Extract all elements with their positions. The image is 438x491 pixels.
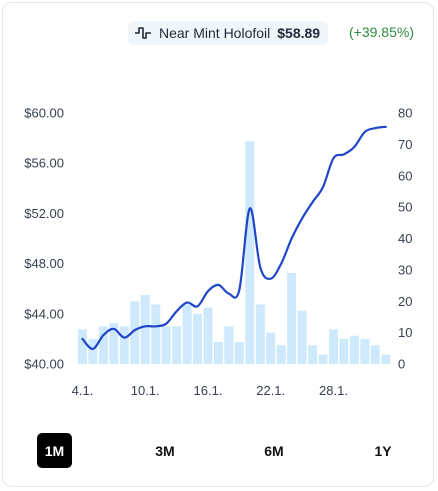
- x-tick-label: 28.1.: [319, 383, 348, 398]
- y-right-tick-label: 0: [398, 357, 405, 372]
- volume-bar: [234, 342, 244, 364]
- y-right-tick-label: 80: [398, 106, 412, 121]
- y-right-tick-label: 20: [398, 294, 412, 309]
- volume-bar: [266, 332, 276, 364]
- volume-bar: [381, 354, 391, 364]
- y-right-tick-label: 50: [398, 200, 412, 215]
- volume-bar: [130, 301, 140, 365]
- volume-bar: [276, 345, 286, 364]
- range-1y-button[interactable]: 1Y: [369, 433, 397, 468]
- volume-bar: [161, 326, 171, 364]
- volume-bar: [329, 329, 338, 364]
- range-6m-button[interactable]: 6M: [259, 433, 289, 468]
- y-left-tick-label: $60.00: [24, 106, 64, 121]
- price-line: [81, 125, 387, 350]
- volume-bar: [78, 329, 87, 364]
- x-tick-label: 16.1.: [194, 383, 223, 398]
- price-chart[interactable]: $60.00 $56.00 $52.00 $48.00 $44.00 $40.00 80 7…: [0, 95, 438, 405]
- volume-bar: [349, 335, 359, 364]
- volume-bar: [119, 326, 129, 364]
- price-change-percent: (+39.85%): [349, 24, 414, 40]
- x-tick-label: 4.1.: [72, 383, 94, 398]
- legend-item[interactable]: Near Mint Holofoil $58.89: [128, 21, 329, 45]
- y-left-tick-label: $40.00: [24, 357, 64, 372]
- volume-bar: [297, 310, 307, 364]
- y-right-tick-label: 40: [398, 231, 412, 246]
- volume-bar: [213, 342, 223, 364]
- y-axis-left: $60.00 $56.00 $52.00 $48.00 $44.00 $40.00: [24, 106, 64, 372]
- volume-bar: [109, 323, 119, 364]
- volume-bar: [245, 141, 255, 364]
- volume-bar: [203, 307, 213, 364]
- x-tick-label: 22.1.: [256, 383, 285, 398]
- volume-bar: [287, 273, 297, 364]
- range-1m-button[interactable]: 1M: [37, 433, 72, 468]
- volume-bar: [255, 304, 265, 364]
- price-history-card: [2, 2, 434, 487]
- volume-bar: [172, 326, 182, 364]
- y-right-tick-label: 70: [398, 137, 412, 152]
- y-right-tick-label: 10: [398, 325, 412, 340]
- volume-bar: [151, 304, 161, 364]
- x-axis: 4.1. 10.1. 16.1. 22.1. 28.1.: [72, 383, 348, 398]
- range-3m-button[interactable]: 3M: [150, 433, 180, 468]
- volume-bar: [370, 345, 380, 364]
- legend-price: $58.89: [277, 25, 321, 41]
- y-right-tick-label: 60: [398, 168, 412, 183]
- price-history-icon: [135, 27, 151, 39]
- volume-bar: [360, 338, 370, 364]
- x-tick-label: 10.1.: [131, 383, 160, 398]
- y-right-tick-label: 30: [398, 262, 412, 277]
- volume-bar: [98, 326, 108, 364]
- volume-bar: [182, 304, 192, 364]
- volume-bars: [78, 141, 391, 365]
- y-left-tick-label: $44.00: [24, 306, 64, 321]
- range-selector: 1M 3M 6M 1Y: [0, 433, 438, 469]
- volume-bar: [140, 295, 150, 364]
- y-left-tick-label: $48.00: [24, 256, 64, 271]
- volume-bar: [193, 313, 202, 364]
- volume-bar: [318, 354, 328, 364]
- y-left-tick-label: $56.00: [24, 156, 64, 171]
- legend-label: Near Mint Holofoil: [159, 25, 271, 41]
- volume-bar: [339, 338, 349, 364]
- volume-bar: [308, 345, 318, 364]
- volume-bar: [224, 326, 234, 364]
- y-left-tick-label: $52.00: [24, 206, 64, 221]
- y-axis-right: 80 70 60 50 40 30 20 10 0: [398, 106, 412, 372]
- volume-bar: [88, 338, 98, 364]
